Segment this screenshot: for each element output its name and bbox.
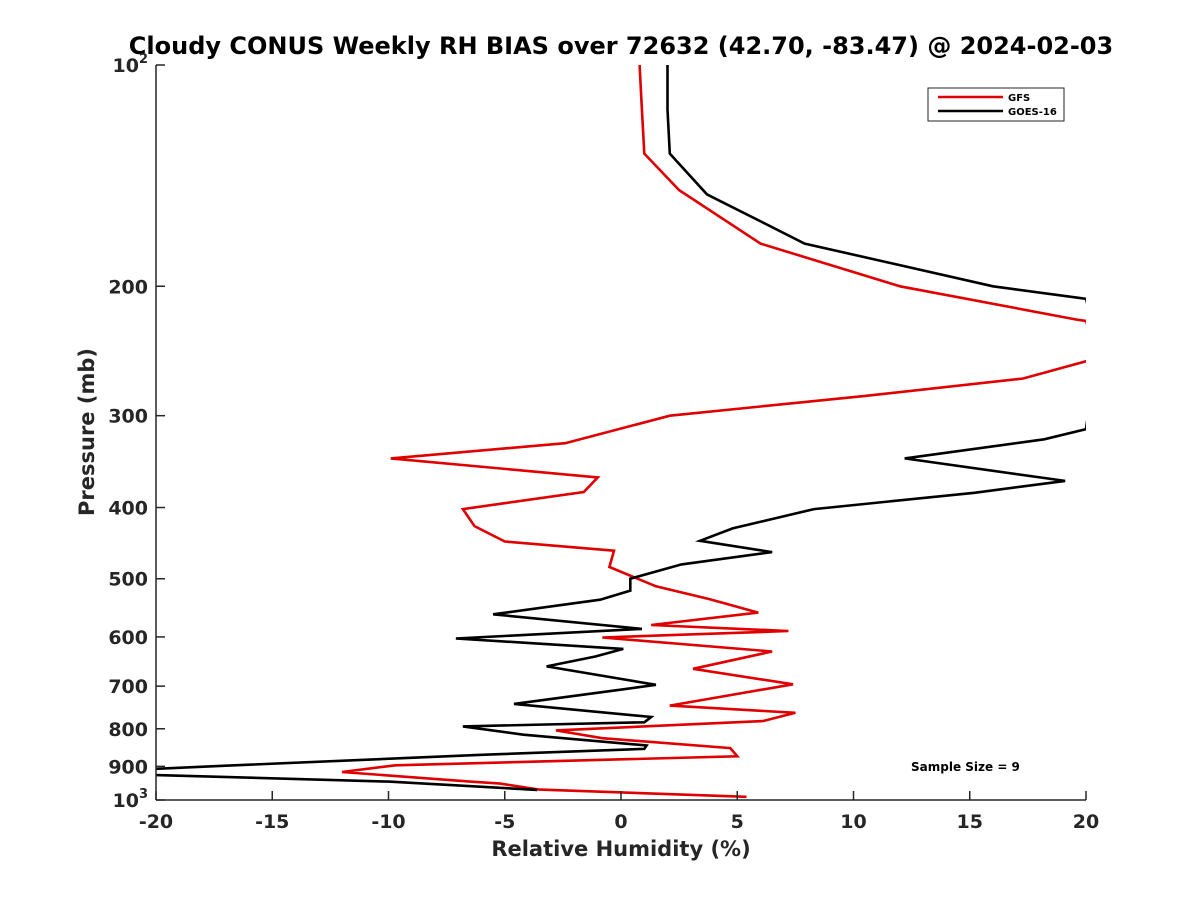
legend: GFS GOES-16 [927,87,1065,122]
y-tick-label: 103 [113,787,149,812]
y-tick-label: 200 [108,276,148,298]
y-tick-label: 700 [108,676,148,698]
x-tick-label: 5 [731,811,744,833]
y-tick-label: 800 [108,719,148,741]
y-ticks: 102 200 300 400 500 600 700 800 900 103 [108,52,165,812]
x-tick-label: -10 [371,811,405,833]
series-line-gfs [341,65,1086,799]
series-layer [156,65,1086,799]
x-axis-label: Relative Humidity (%) [491,837,750,861]
x-ticks: -20 -15 -10 -5 0 5 10 15 20 [139,791,1099,833]
y-axis-label: Pressure (mb) [75,348,99,516]
x-tick-label: 10 [840,811,866,833]
x-tick-label: 15 [957,811,983,833]
x-tick-label: 20 [1073,811,1099,833]
y-tick-label: 500 [108,569,148,591]
y-tick-label: 300 [108,406,148,428]
legend-box [927,87,1065,122]
chart-title: Cloudy CONUS Weekly RH BIAS over 72632 (… [129,32,1113,60]
y-tick-label: 400 [108,498,148,520]
y-tick-label: 600 [108,627,148,649]
legend-label-goes16: GOES-16 [1008,107,1057,118]
x-tick-label: -15 [255,811,289,833]
x-tick-label: 0 [614,811,627,833]
y-tick-label: 102 [113,52,149,77]
x-tick-label: -20 [139,811,173,833]
series-line-goes16 [156,65,1086,792]
sample-size-annotation: Sample Size = 9 [911,760,1020,774]
y-tick-label: 900 [108,756,148,778]
legend-label-gfs: GFS [1008,93,1030,104]
x-tick-label: -5 [494,811,515,833]
